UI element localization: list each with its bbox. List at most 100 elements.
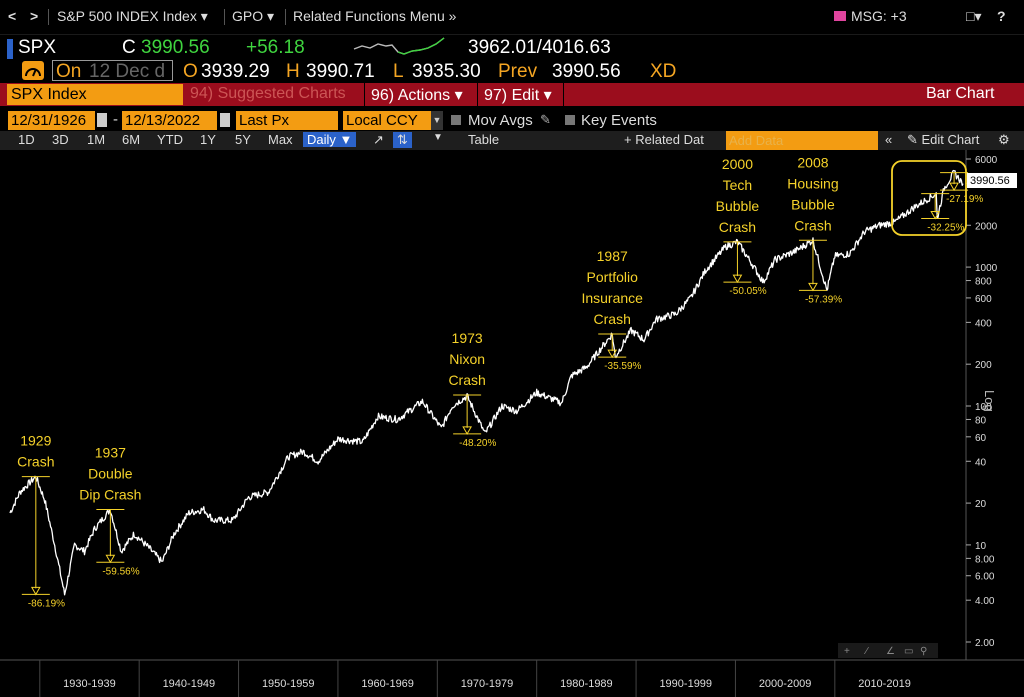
date-separator: - [113, 111, 118, 128]
pencil-icon[interactable]: ✎ [540, 112, 551, 127]
forward-button[interactable]: > [30, 8, 39, 24]
eraser-icon[interactable]: ▭ [904, 646, 913, 657]
edit-chart-button[interactable]: ✎ Edit Chart [907, 132, 980, 147]
x-tick-label: 1980-1989 [560, 678, 613, 690]
frequency-dropdown[interactable]: Daily ▼ [303, 132, 357, 147]
security-field[interactable]: SPX Index [7, 84, 183, 105]
y-tick-label: 80 [975, 415, 987, 426]
date-box[interactable] [52, 60, 173, 81]
period-ytd[interactable]: YTD [157, 132, 183, 147]
bar-chart-icon[interactable]: ⇅ [393, 132, 412, 148]
y-tick-label: 8.00 [975, 554, 995, 565]
key-events-checkbox[interactable] [565, 115, 575, 125]
low-label: L [393, 61, 404, 82]
x-tick-label: 1960-1969 [361, 678, 414, 690]
annotation-percentage: -57.39% [805, 294, 842, 305]
annotation-percentage: -27.19% [946, 194, 983, 205]
top-nav: < > S&P 500 INDEX Index ▾ GPO ▾ Related … [0, 0, 1024, 35]
key-events-label[interactable]: Key Events [581, 112, 657, 129]
y-tick-label: 20 [975, 499, 987, 510]
period-3d[interactable]: 3D [52, 132, 69, 147]
annotation-arrowhead [732, 274, 743, 284]
annotation-percentage: -32.25% [927, 222, 964, 233]
last-price: 3990.56 [141, 37, 210, 58]
y-tick-label: 60 [975, 433, 987, 444]
prev-value: 3990.56 [552, 61, 621, 82]
suggested-charts-button[interactable]: 94) Suggested Charts [190, 85, 346, 102]
add-data-input[interactable]: Add Data [726, 131, 878, 150]
related-data-button[interactable]: + Related Dat [624, 132, 704, 147]
zoom-icon[interactable]: ⚲ [920, 646, 927, 657]
mov-avgs-checkbox[interactable] [451, 115, 461, 125]
y-axis-label: Log [982, 390, 997, 412]
y-tick-label: 4.00 [975, 596, 995, 607]
mov-avgs-label[interactable]: Mov Avgs [468, 112, 533, 129]
crosshair-icon[interactable]: + [844, 646, 850, 657]
end-date-field[interactable]: 12/13/2022 [122, 111, 217, 130]
chart-toolbar: SPX Index 94) Suggested Charts 96) Actio… [0, 83, 1024, 106]
help-icon[interactable]: ? [997, 8, 1006, 24]
annotation-arrowhead [607, 349, 618, 359]
draw-tool-icon[interactable]: ∠ [886, 646, 895, 657]
period-1m[interactable]: 1M [87, 132, 106, 147]
period-5y[interactable]: 5Y [235, 132, 251, 147]
line-chart-icon[interactable]: ↗ [373, 132, 384, 147]
period-toolbar: 1D 3D 1M 6M YTD 1Y 5Y Max Daily ▼ ↗ ⇅ ▼ … [0, 131, 1024, 150]
draw-line-icon[interactable]: ∕ [863, 646, 869, 657]
divider [224, 9, 225, 25]
price-line [9, 169, 964, 596]
chart-type-label: Bar Chart [926, 85, 995, 102]
related-functions-menu[interactable]: Related Functions Menu » [293, 8, 457, 24]
msg-indicator[interactable]: MSG: +3 [851, 8, 907, 24]
period-1d[interactable]: 1D [18, 132, 35, 147]
period-1y[interactable]: 1Y [200, 132, 216, 147]
annotation-label: 1929 [20, 433, 51, 449]
annotation-arrowhead [808, 282, 818, 292]
function-menu[interactable]: GPO ▾ [232, 8, 275, 24]
open-label: O [183, 61, 198, 82]
chart-controls: + ∕ ∠ ▭ ⚲ [838, 643, 938, 658]
y-tick-label: 400 [975, 318, 992, 329]
divider [563, 83, 564, 106]
annotation-arrowhead [30, 586, 41, 596]
y-axis: 6000400020001000800600400200100806040201… [965, 150, 998, 660]
chart-area[interactable]: 6000400020001000800600400200100806040201… [0, 150, 1024, 697]
add-data-placeholder: Add Data [729, 133, 784, 148]
y-tick-label: 40 [975, 457, 987, 468]
period-max[interactable]: Max [268, 132, 293, 147]
annotation-label: 1937 [95, 444, 126, 460]
gauge-icon [22, 61, 44, 80]
annotation-arrowhead [462, 426, 472, 435]
settings-gear-icon[interactable]: ⚙ [998, 132, 1010, 147]
actions-button[interactable]: 96) Actions ▾ [371, 87, 463, 104]
edit-button[interactable]: 97) Edit ▾ [484, 87, 552, 104]
window-menu-icon[interactable]: □▾ [966, 8, 982, 24]
security-menu[interactable]: S&P 500 INDEX Index ▾ [57, 8, 208, 24]
price-field[interactable]: Last Px [236, 111, 338, 130]
calendar-icon[interactable] [220, 113, 230, 127]
period-6m[interactable]: 6M [122, 132, 141, 147]
start-date-field[interactable]: 12/31/1926 [8, 111, 95, 130]
annotation-label: Bubble [791, 196, 835, 212]
low-value: 3935.30 [412, 61, 481, 82]
collapse-icon[interactable]: « [885, 132, 893, 147]
annotation-percentage: -59.56% [102, 566, 139, 577]
on-date: 12 Dec d [89, 61, 166, 82]
chart-style-dropdown-icon[interactable]: ▼ [433, 132, 443, 143]
open-value: 3939.29 [201, 61, 270, 82]
x-tick-label: 1940-1949 [163, 678, 216, 690]
calendar-icon[interactable] [97, 113, 107, 127]
table-button[interactable]: Table [468, 132, 500, 147]
y-tick-label: 1000 [975, 263, 998, 274]
annotation-percentage: -86.19% [28, 598, 65, 609]
currency-field[interactable]: Local CCY [343, 111, 431, 130]
mail-icon [834, 11, 846, 21]
divider [48, 9, 49, 25]
annotation-percentage: -50.05% [729, 286, 766, 297]
back-button[interactable]: < [8, 8, 17, 24]
annotation-label: 1973 [452, 330, 483, 346]
currency-dropdown-icon[interactable]: ▼ [431, 111, 443, 130]
annotations: -86.19% 1929 Crash -59.56% 1937 Double Dip Cra… [17, 154, 983, 609]
x-tick-label: 1990-1999 [659, 678, 712, 690]
x-tick-label: 1970-1979 [461, 678, 514, 690]
